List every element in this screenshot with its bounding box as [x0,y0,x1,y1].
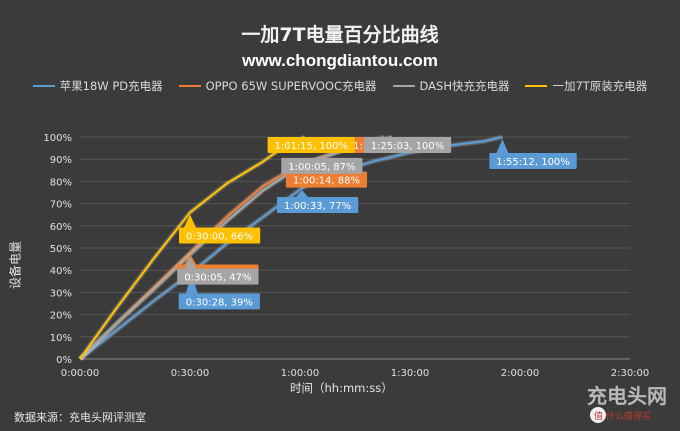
x-tick-label: 0:30:00 [171,368,210,379]
legend-swatch-oneplus [525,85,548,87]
y-tick-label: 70% [50,200,72,211]
logo-text: 充电头网 [587,384,667,408]
watermark-text: 值 什么值得买 [594,410,651,422]
callout-pointer [184,256,197,269]
callout-box [277,197,359,214]
callout-label: 1:25:03, 100% [371,141,445,152]
callout-label: 1:55:12, 100% [496,157,570,168]
callout-label: 0:30:28, 39% [186,297,253,308]
y-tick-label: 90% [50,155,72,166]
callout-box [267,137,355,153]
callout-box [178,293,260,310]
callout-pointer [496,139,509,153]
x-tick-label: 1:30:00 [391,368,430,379]
legend-label-apple: 苹果18W PD充电器 [59,79,163,93]
y-tick-label: 50% [50,244,72,255]
y-tick-label: 40% [50,266,72,277]
legend-swatch-oppo [178,85,201,87]
chart-title: 一加7T电量百分比曲线 [241,24,439,46]
callout-label: 1:00:33, 77% [284,201,351,212]
callout-label: 1:01:15, 100% [274,141,348,152]
x-tick-label: 2:30:00 [611,368,650,379]
x-tick-label: 2:00:00 [501,368,540,379]
data-source-note: 数据来源：充电头网评测室 [14,411,146,424]
callout-box [285,171,368,188]
x-axis-title: 时间（hh:mm:ss） [290,381,393,395]
callout-pointer [296,190,309,198]
y-tick-label: 10% [50,333,72,344]
legend-label-oneplus: 一加7T原装充电器 [552,79,648,93]
x-tick-label: 1:00:00 [281,368,320,379]
legend-item-dash: DASH快充充电器 [392,78,510,94]
callout-box [489,153,577,169]
x-tick-label: 0:00:00 [61,368,100,379]
callout-label: 0:30:05, 47% [184,273,251,284]
legend-label-oppo: OPPO 65W SUPERVOOC充电器 [205,79,377,93]
chongdiantou-logo: 充电头网 值 什么值得买 [587,384,667,423]
legend-item-oneplus: 一加7T原装充电器 [525,78,647,94]
callout-label: 1:00:14, 88% [293,176,360,187]
legend-label-dash: DASH快充充电器 [419,79,510,93]
legend-item-oppo: OPPO 65W SUPERVOOC充电器 [178,78,377,94]
y-tick-label: 20% [50,311,72,322]
legend-swatch-apple [32,85,55,87]
callout-label: 0:30:00, 66% [186,231,253,242]
callout-box [281,157,363,174]
legend-swatch-dash [392,85,415,87]
chart-legend: 苹果18W PD充电器 OPPO 65W SUPERVOOC充电器 DASH快充… [0,78,680,94]
watermark-badge-icon [590,407,606,423]
callout-box [177,268,259,285]
chart-subtitle: www.chongdiantou.com [242,51,438,70]
y-tick-label: 80% [50,177,72,188]
y-tick-label: 100% [43,133,72,144]
legend-item-apple: 苹果18W PD充电器 [32,78,163,94]
callout-box [179,227,261,244]
callout-label: 1:00:05, 87% [288,162,355,173]
callout-pointer [184,214,196,228]
y-tick-label: 60% [50,222,72,233]
callout-box [363,137,452,153]
y-tick-label: 0% [56,355,72,366]
y-tick-label: 30% [50,288,72,299]
y-axis-title: 设备电量 [8,240,23,290]
